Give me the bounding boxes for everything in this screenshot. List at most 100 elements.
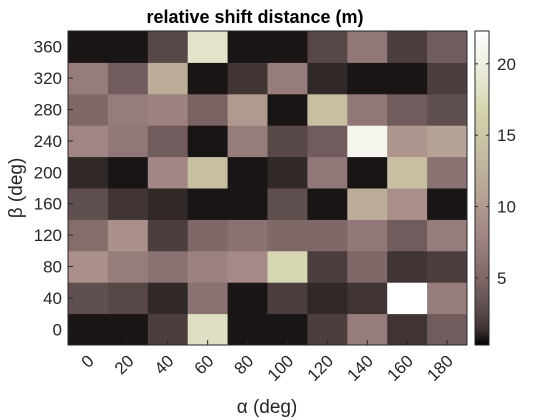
heatmap-cell bbox=[107, 156, 149, 189]
heatmap-cell bbox=[307, 62, 348, 95]
heatmap-cell bbox=[147, 156, 189, 189]
x-tick-label: 0 bbox=[78, 351, 98, 371]
heatmap-cell bbox=[147, 250, 189, 283]
heatmap-cell bbox=[267, 188, 308, 220]
x-tick-label: 80 bbox=[231, 351, 258, 378]
heatmap-cell bbox=[68, 250, 109, 283]
heatmap-cell bbox=[427, 31, 468, 63]
heatmap-cell bbox=[147, 31, 189, 63]
x-tick-label: 120 bbox=[304, 351, 337, 384]
heatmap-cell bbox=[68, 62, 109, 95]
heatmap-cell bbox=[147, 219, 189, 252]
heatmap-cell bbox=[147, 62, 189, 95]
heatmap-cell bbox=[267, 156, 308, 189]
heatmap-cell bbox=[387, 125, 428, 158]
x-tick-label: 40 bbox=[151, 351, 178, 378]
heatmap-cell bbox=[387, 188, 428, 220]
heatmap-cell bbox=[267, 250, 308, 283]
colorbar-tick-label: 5 bbox=[497, 269, 506, 288]
heatmap-cell bbox=[347, 250, 388, 283]
heatmap-cell bbox=[267, 125, 308, 158]
y-tick-label: 80 bbox=[43, 258, 62, 277]
x-tick-label: 160 bbox=[383, 351, 416, 384]
heatmap-cell bbox=[187, 282, 229, 315]
heatmap-cell bbox=[347, 156, 388, 189]
heatmap-cell bbox=[347, 62, 388, 95]
heatmap-cell bbox=[227, 31, 268, 63]
heatmap-cell bbox=[147, 282, 189, 315]
colorbar-tick-label: 20 bbox=[497, 55, 516, 74]
x-tick-label: 60 bbox=[191, 351, 218, 378]
heatmap-cell bbox=[267, 282, 308, 315]
heatmap-cell bbox=[107, 219, 149, 252]
heatmap-cell bbox=[227, 62, 268, 95]
heatmap-cell bbox=[227, 93, 268, 126]
heatmap-cell bbox=[307, 31, 348, 63]
heatmap-cell bbox=[227, 282, 268, 315]
heatmap-cell bbox=[267, 219, 308, 252]
y-tick-label: 240 bbox=[34, 132, 62, 151]
heatmap-cell bbox=[187, 62, 229, 95]
y-ticks: 0 40 80 120 160 200 240 280 320 360 bbox=[34, 38, 73, 339]
heatmap-cell bbox=[187, 31, 229, 63]
heatmap-cell bbox=[68, 93, 109, 126]
x-axis-label: α (deg) bbox=[237, 397, 298, 418]
colorbar-tick-label: 15 bbox=[497, 126, 516, 145]
colorbar-tick-label: 10 bbox=[497, 198, 516, 217]
heatmap-cell bbox=[227, 250, 268, 283]
chart-title: relative shift distance (m) bbox=[146, 7, 363, 27]
heatmap-cell bbox=[427, 219, 468, 252]
x-tick-label: 100 bbox=[264, 351, 297, 384]
heatmap-cell bbox=[227, 125, 268, 158]
heatmap-cell bbox=[107, 125, 149, 158]
heatmap-cell bbox=[307, 219, 348, 252]
heatmap-cell bbox=[347, 219, 388, 252]
y-tick-label: 320 bbox=[34, 69, 62, 88]
heatmap-cell bbox=[187, 125, 229, 158]
heatmap-cell bbox=[227, 219, 268, 252]
heatmap-cell bbox=[107, 31, 149, 63]
heatmap-cell bbox=[347, 31, 388, 63]
heatmap-cell bbox=[187, 250, 229, 283]
heatmap-cell bbox=[187, 93, 229, 126]
y-tick-label: 0 bbox=[53, 320, 62, 339]
heatmap-cell bbox=[107, 282, 149, 315]
y-tick-label: 360 bbox=[34, 38, 62, 57]
heatmap-cell bbox=[387, 250, 428, 283]
heatmap-cell bbox=[68, 125, 109, 158]
heatmap-cell bbox=[227, 156, 268, 189]
heatmap-cell bbox=[307, 93, 348, 126]
heatmap-cell bbox=[427, 156, 468, 189]
y-tick-label: 120 bbox=[34, 226, 62, 245]
colorbar-ticks: 5 10 15 20 bbox=[475, 55, 516, 288]
x-tick-label: 180 bbox=[423, 351, 456, 384]
heatmap-cell bbox=[307, 188, 348, 220]
x-tick-label: 20 bbox=[111, 351, 138, 378]
heatmap-cell bbox=[307, 156, 348, 189]
heatmap-cell bbox=[68, 282, 109, 315]
heatmap-cell bbox=[227, 188, 268, 220]
heatmap-cell bbox=[147, 125, 189, 158]
heatmap-cell bbox=[267, 93, 308, 126]
x-ticks: 0 20 40 60 80 100 120 140 160 180 bbox=[78, 340, 457, 385]
colorbar bbox=[474, 30, 490, 346]
heatmap-cell bbox=[187, 156, 229, 189]
heatmap-cell bbox=[387, 282, 428, 315]
x-tick-label: 140 bbox=[344, 351, 377, 384]
heatmap-cell bbox=[427, 62, 468, 95]
heatmap-cell bbox=[68, 31, 109, 63]
y-tick-label: 40 bbox=[43, 289, 62, 308]
heatmap-cell bbox=[427, 188, 468, 220]
heatmap-cell bbox=[387, 93, 428, 126]
heatmap-cell bbox=[387, 156, 428, 189]
heatmap-cell bbox=[387, 31, 428, 63]
heatmap-cell bbox=[147, 188, 189, 220]
heatmap-cell bbox=[387, 219, 428, 252]
heatmap-cell bbox=[147, 93, 189, 126]
heatmap-cell bbox=[187, 219, 229, 252]
heatmap-cell bbox=[68, 156, 109, 189]
y-tick-label: 160 bbox=[34, 195, 62, 214]
heatmap-cell bbox=[107, 188, 149, 220]
heatmap-cell bbox=[427, 93, 468, 126]
